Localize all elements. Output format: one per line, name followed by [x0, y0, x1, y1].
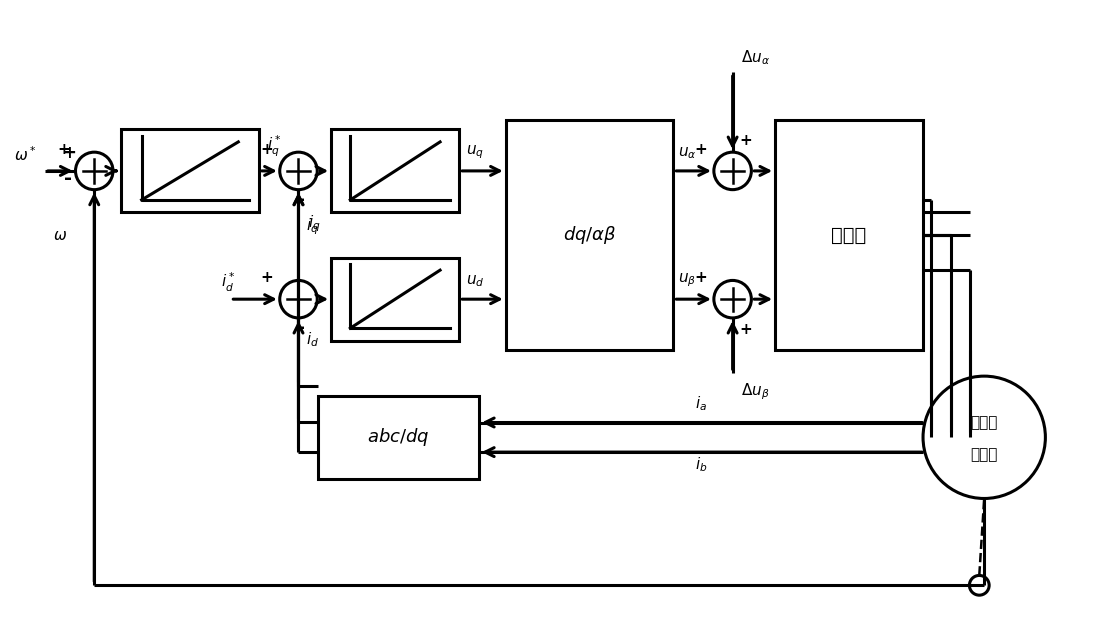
Text: 步电机: 步电机 — [971, 447, 998, 462]
Bar — [775, 120, 923, 351]
Bar — [121, 129, 259, 212]
Text: $\Delta u_\alpha$: $\Delta u_\alpha$ — [740, 49, 769, 67]
Text: 永磁同: 永磁同 — [971, 415, 998, 430]
Text: +: + — [260, 142, 274, 157]
Text: $i_d^*$: $i_d^*$ — [220, 271, 235, 295]
Text: $i_b$: $i_b$ — [695, 455, 707, 474]
Text: $\Delta u_\beta$: $\Delta u_\beta$ — [740, 381, 769, 402]
Text: $i_q^*$: $i_q^*$ — [267, 134, 282, 159]
Text: +: + — [695, 142, 708, 157]
Text: $i_q$: $i_q$ — [306, 217, 319, 238]
Text: +: + — [62, 144, 77, 162]
Text: -: - — [297, 318, 305, 338]
Text: +: + — [57, 142, 70, 157]
Bar — [318, 396, 479, 479]
Text: 逆变器: 逆变器 — [831, 225, 867, 245]
Text: $i_a$: $i_a$ — [695, 394, 707, 412]
Text: $i_d$: $i_d$ — [306, 330, 319, 349]
Text: -: - — [63, 169, 71, 188]
Bar — [331, 129, 460, 212]
Text: $dq/\alpha\beta$: $dq/\alpha\beta$ — [563, 224, 617, 246]
Text: $\omega^*$: $\omega^*$ — [14, 145, 37, 164]
Text: +: + — [739, 133, 752, 149]
Text: $abc/dq$: $abc/dq$ — [367, 426, 430, 448]
Bar — [331, 258, 460, 341]
Text: +: + — [739, 322, 752, 337]
Text: $u_q$: $u_q$ — [466, 144, 484, 161]
Text: $u_\beta$: $u_\beta$ — [678, 271, 697, 290]
Text: $i_q$: $i_q$ — [308, 214, 321, 235]
Text: -: - — [297, 190, 305, 209]
Text: +: + — [260, 270, 274, 285]
Text: $\omega$: $\omega$ — [52, 228, 67, 243]
Text: $u_d$: $u_d$ — [466, 273, 484, 290]
Text: +: + — [695, 270, 708, 285]
Bar — [505, 120, 673, 351]
Text: $u_\alpha$: $u_\alpha$ — [678, 145, 697, 161]
